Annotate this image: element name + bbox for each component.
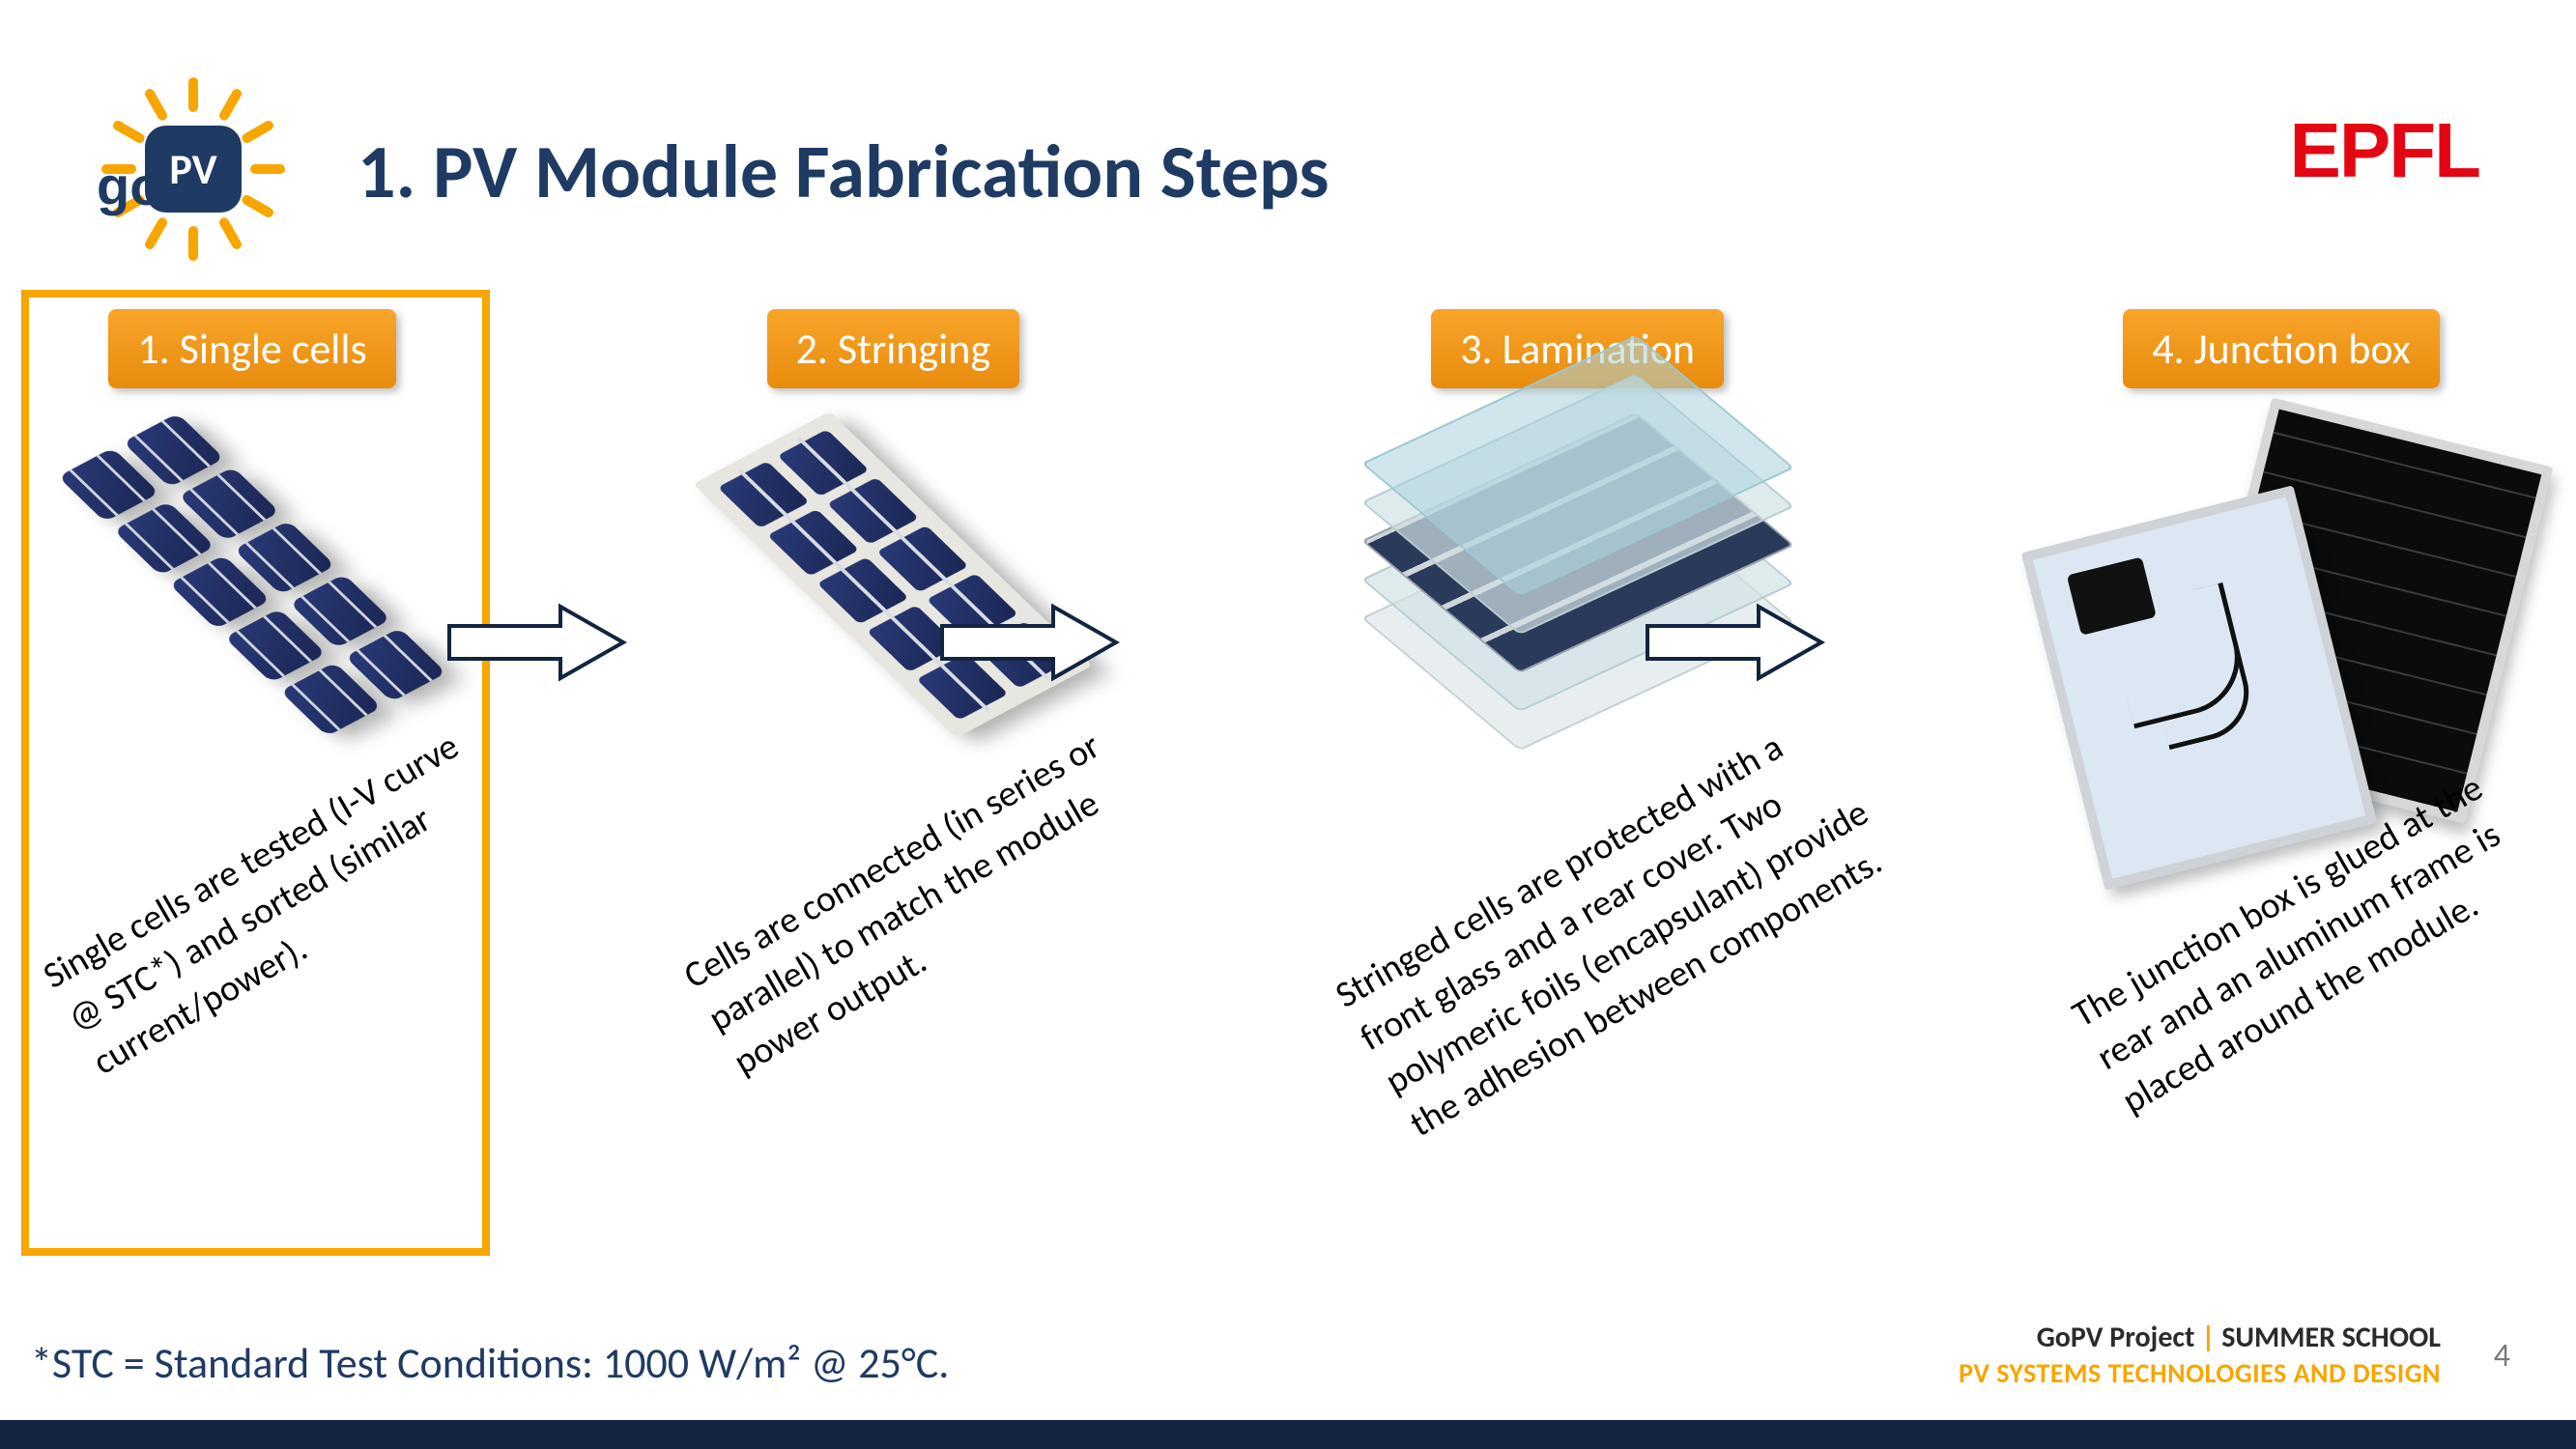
step-4-desc-wrap: The junction box is glued at the rear an… xyxy=(2054,813,2508,1219)
steps-row: 1. Single cells Single cells are tested … xyxy=(44,309,2508,1219)
step-1-desc-wrap: Single cells are tested (I-V curve @ STC… xyxy=(44,775,460,1180)
slide: PV go 1. PV Module Fabrication Steps EPF… xyxy=(0,0,2576,1449)
lamination-stack-icon xyxy=(1394,440,1761,729)
sun-ray-icon xyxy=(188,77,198,112)
footer-separator: | xyxy=(2201,1320,2221,1355)
lamination-illustration xyxy=(1356,427,1800,755)
stringed-cells-icon xyxy=(694,412,1094,738)
footer-right: GoPV Project | SUMMER SCHOOL PV SYSTEMS … xyxy=(1959,1319,2441,1391)
sun-ray-icon xyxy=(250,164,285,174)
step-3-desc: Stringed cells are protected with a fron… xyxy=(1327,688,1928,1150)
step-3-desc-wrap: Stringed cells are protected with a fron… xyxy=(1327,775,1829,1180)
step-4: 4. Junction box The junction box is glue… xyxy=(2054,309,2508,1219)
junction-box-illustration xyxy=(2059,427,2504,794)
step-1-label: 1. Single cells xyxy=(108,309,395,388)
stringing-illustration xyxy=(700,427,1086,755)
gopv-logo: PV go xyxy=(58,77,290,251)
arrow-2-to-3-icon xyxy=(937,599,1121,686)
sun-ray-icon xyxy=(143,216,169,251)
footnote: *STC = Standard Test Conditions: 1000 W/… xyxy=(31,1337,949,1389)
step-1-desc: Single cells are tested (I-V curve @ STC… xyxy=(35,707,544,1087)
sun-ray-icon xyxy=(143,87,169,122)
step-1: 1. Single cells Single cells are tested … xyxy=(44,309,460,1180)
cable-icon xyxy=(2133,582,2259,750)
step-4-label: 4. Junction box xyxy=(2123,309,2440,388)
step-2-desc: Cells are connected (in series or parall… xyxy=(675,707,1185,1087)
sun-ray-icon xyxy=(111,119,146,145)
epfl-logo: EPFL xyxy=(2290,106,2479,195)
arrow-3-to-4-icon xyxy=(1643,599,1826,686)
bottom-bar xyxy=(0,1420,2576,1449)
footer-line1: GoPV Project | SUMMER SCHOOL xyxy=(1959,1319,2441,1356)
sun-ray-icon xyxy=(241,193,275,219)
sun-ray-icon xyxy=(241,119,275,145)
sun-ray-icon xyxy=(217,87,243,122)
module-pair-icon xyxy=(2078,446,2484,775)
footer-school: SUMMER SCHOOL xyxy=(2221,1320,2441,1355)
footer-line2: PV SYSTEMS TECHNOLOGIES AND DESIGN xyxy=(1959,1356,2441,1391)
sun-ray-icon xyxy=(188,226,198,261)
logo-script: go xyxy=(97,155,162,217)
step-3: 3. Lamination Stringed cells are protect… xyxy=(1327,309,1829,1180)
sun-ray-icon xyxy=(217,216,243,251)
step-2: 2. Stringing Cells are connected (in ser… xyxy=(685,309,1101,1180)
page-number: 4 xyxy=(2494,1336,2510,1376)
step-2-desc-wrap: Cells are connected (in series or parall… xyxy=(685,775,1101,1180)
step-2-label: 2. Stringing xyxy=(767,309,1020,388)
single-cells-illustration xyxy=(59,427,445,755)
cell-grid-icon xyxy=(48,407,456,744)
arrow-1-to-2-icon xyxy=(444,599,628,686)
page-title: 1. PV Module Fabrication Steps xyxy=(358,126,1330,217)
footer-project: GoPV Project xyxy=(2037,1320,2195,1355)
